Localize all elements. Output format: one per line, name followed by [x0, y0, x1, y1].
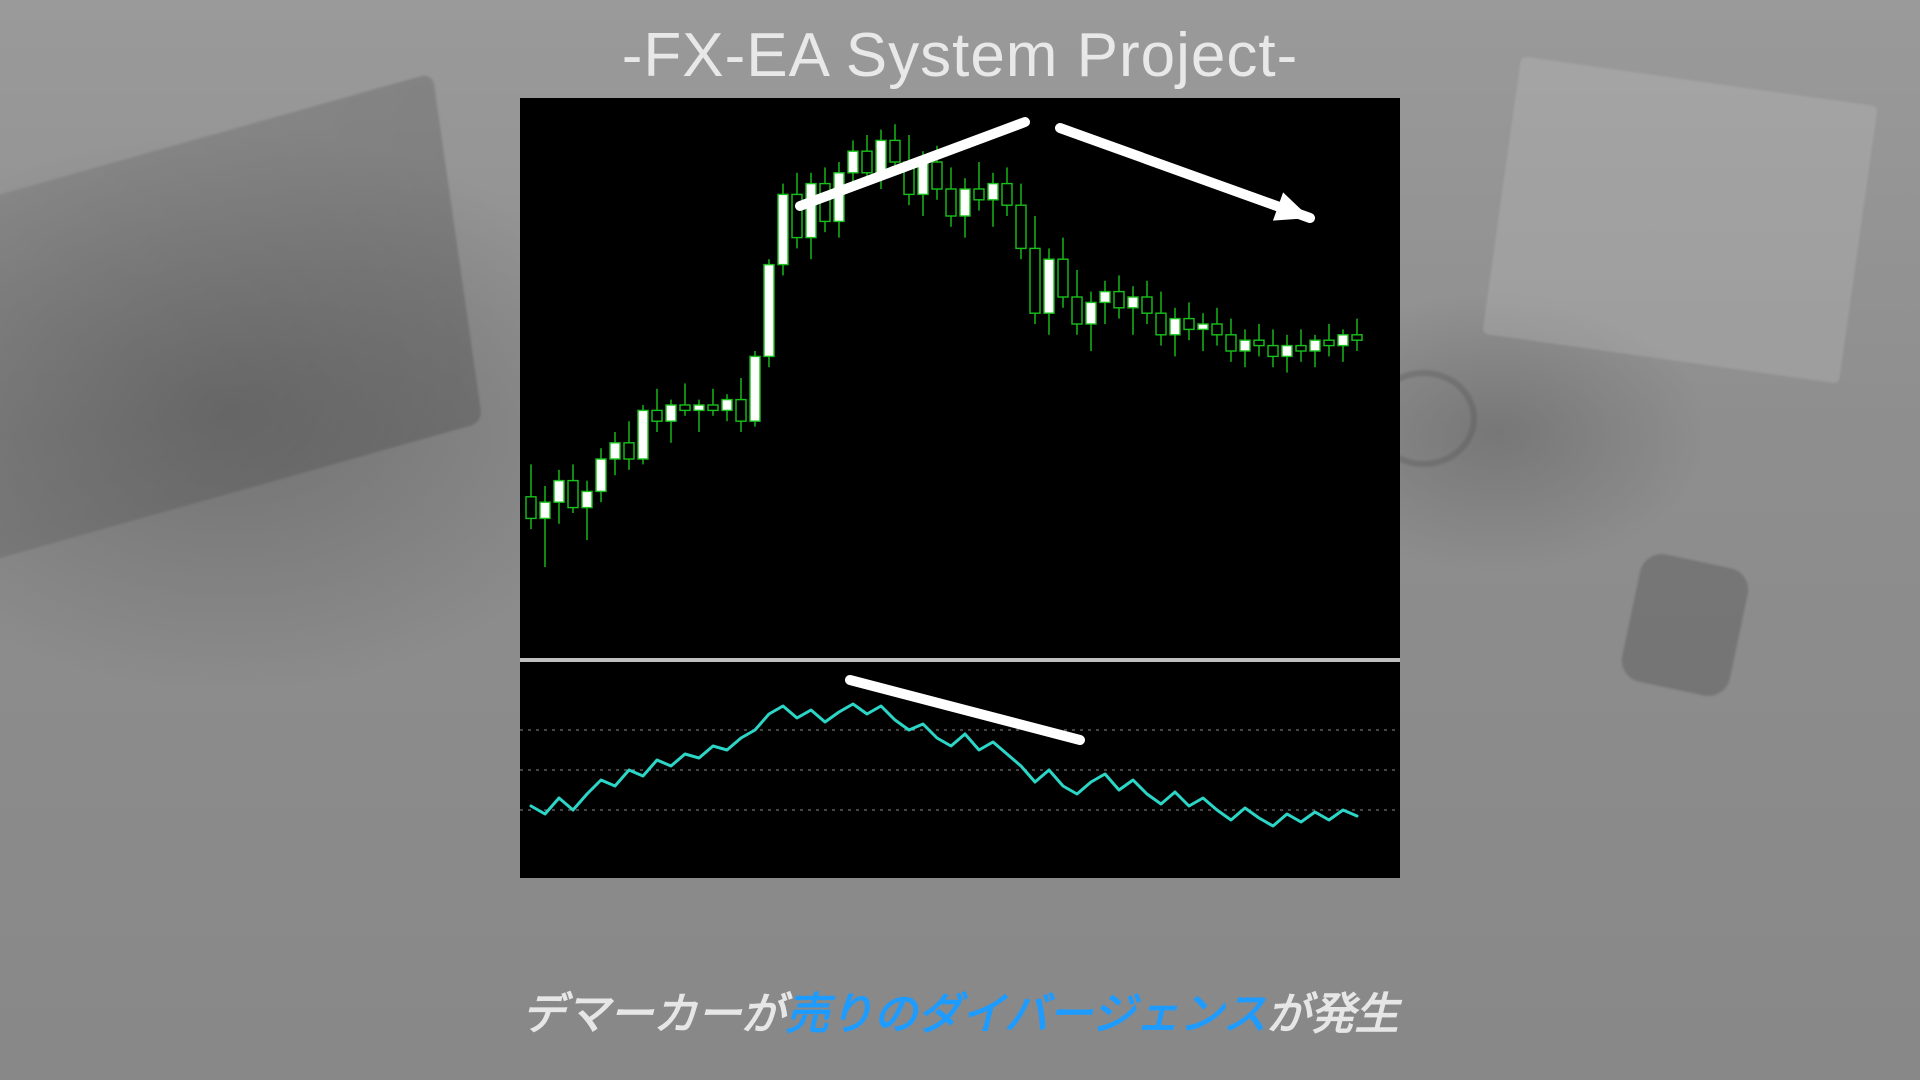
price-panel — [520, 98, 1400, 658]
caption: デマーカーが売りのダイバージェンスが発生 — [0, 978, 1920, 1042]
indicator-panel — [520, 662, 1400, 878]
caption-post: が発生 — [1267, 990, 1399, 1039]
caption-highlight: 売りのダイバージェンス — [785, 990, 1266, 1039]
page-title: -FX-EA System Project- — [0, 20, 1920, 91]
chart-card — [520, 98, 1400, 878]
candlestick-chart — [520, 98, 1400, 658]
bg-prop-notepad — [1482, 56, 1877, 383]
demarker-indicator — [520, 662, 1400, 878]
caption-pre: デマーカーが — [521, 990, 785, 1039]
